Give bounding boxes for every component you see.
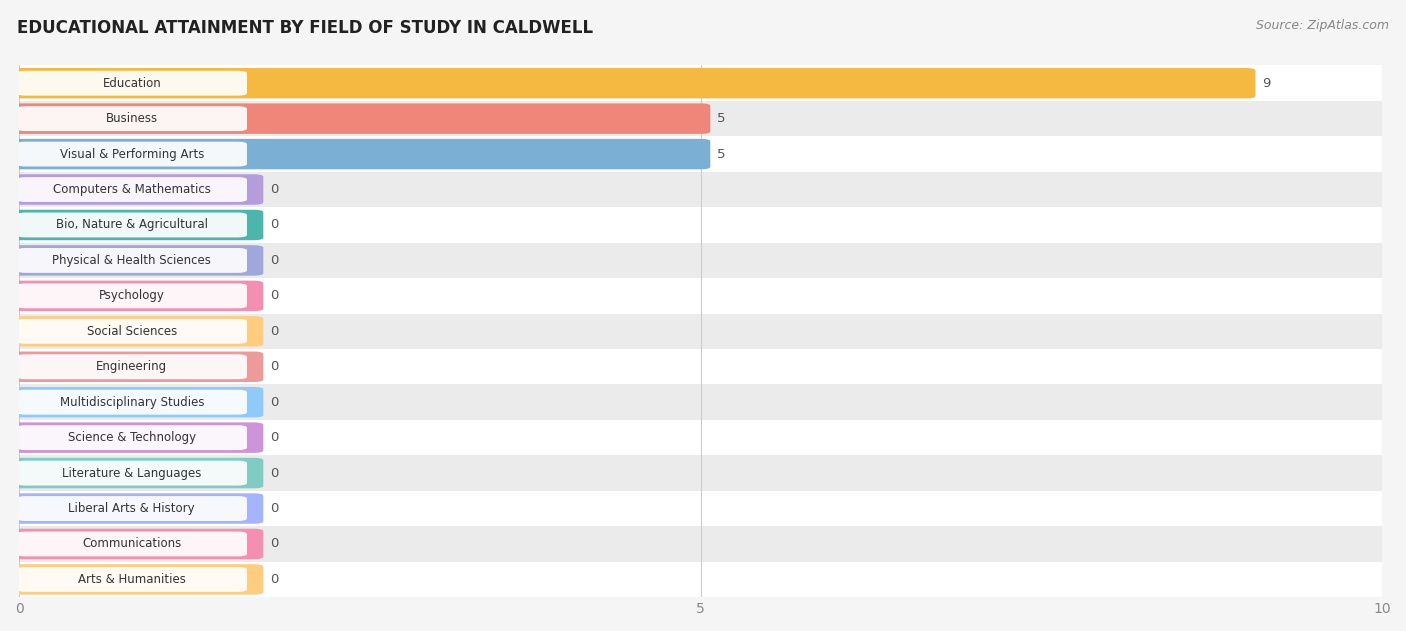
FancyBboxPatch shape (10, 209, 263, 240)
Text: Education: Education (103, 77, 162, 90)
Text: EDUCATIONAL ATTAINMENT BY FIELD OF STUDY IN CALDWELL: EDUCATIONAL ATTAINMENT BY FIELD OF STUDY… (17, 19, 593, 37)
Text: Liberal Arts & History: Liberal Arts & History (69, 502, 195, 515)
Text: 0: 0 (270, 573, 278, 586)
Bar (20, 278, 1382, 314)
Bar (20, 101, 1382, 136)
FancyBboxPatch shape (17, 496, 247, 521)
Text: 0: 0 (270, 538, 278, 550)
Bar (20, 526, 1382, 562)
Bar (20, 420, 1382, 456)
Text: Communications: Communications (82, 538, 181, 550)
Text: Engineering: Engineering (96, 360, 167, 374)
Text: 0: 0 (270, 431, 278, 444)
FancyBboxPatch shape (10, 422, 263, 453)
Text: Science & Technology: Science & Technology (67, 431, 195, 444)
Bar (20, 456, 1382, 491)
Text: 5: 5 (717, 148, 725, 161)
Bar (20, 314, 1382, 349)
Bar (20, 66, 1382, 101)
FancyBboxPatch shape (10, 281, 263, 311)
Bar (20, 562, 1382, 597)
FancyBboxPatch shape (17, 355, 247, 379)
Text: Business: Business (105, 112, 157, 125)
Text: 9: 9 (1263, 77, 1271, 90)
FancyBboxPatch shape (10, 529, 263, 559)
FancyBboxPatch shape (17, 319, 247, 344)
FancyBboxPatch shape (10, 245, 263, 276)
Text: Literature & Languages: Literature & Languages (62, 466, 201, 480)
FancyBboxPatch shape (17, 283, 247, 309)
FancyBboxPatch shape (10, 351, 263, 382)
Text: Arts & Humanities: Arts & Humanities (77, 573, 186, 586)
Text: 0: 0 (270, 290, 278, 302)
FancyBboxPatch shape (17, 461, 247, 485)
Text: Computers & Mathematics: Computers & Mathematics (53, 183, 211, 196)
FancyBboxPatch shape (10, 174, 263, 205)
Text: Psychology: Psychology (98, 290, 165, 302)
FancyBboxPatch shape (17, 71, 247, 96)
Text: 0: 0 (270, 466, 278, 480)
Text: 0: 0 (270, 218, 278, 232)
Text: Visual & Performing Arts: Visual & Performing Arts (59, 148, 204, 161)
FancyBboxPatch shape (10, 139, 710, 169)
Text: Physical & Health Sciences: Physical & Health Sciences (52, 254, 211, 267)
FancyBboxPatch shape (17, 390, 247, 415)
FancyBboxPatch shape (17, 177, 247, 202)
FancyBboxPatch shape (10, 316, 263, 346)
Text: Source: ZipAtlas.com: Source: ZipAtlas.com (1256, 19, 1389, 32)
FancyBboxPatch shape (17, 106, 247, 131)
FancyBboxPatch shape (17, 248, 247, 273)
Bar (20, 349, 1382, 384)
FancyBboxPatch shape (17, 141, 247, 167)
Bar (20, 172, 1382, 207)
FancyBboxPatch shape (10, 103, 710, 134)
Text: 0: 0 (270, 183, 278, 196)
FancyBboxPatch shape (10, 458, 263, 488)
Bar (20, 136, 1382, 172)
FancyBboxPatch shape (10, 493, 263, 524)
FancyBboxPatch shape (17, 567, 247, 592)
FancyBboxPatch shape (10, 68, 1256, 98)
FancyBboxPatch shape (17, 425, 247, 450)
Text: 0: 0 (270, 396, 278, 409)
FancyBboxPatch shape (10, 564, 263, 594)
Text: Bio, Nature & Agricultural: Bio, Nature & Agricultural (56, 218, 208, 232)
Text: 0: 0 (270, 360, 278, 374)
Text: 0: 0 (270, 254, 278, 267)
FancyBboxPatch shape (17, 531, 247, 557)
Text: 0: 0 (270, 502, 278, 515)
Text: Social Sciences: Social Sciences (87, 325, 177, 338)
FancyBboxPatch shape (17, 213, 247, 237)
Bar (20, 491, 1382, 526)
FancyBboxPatch shape (10, 387, 263, 418)
Bar (20, 243, 1382, 278)
Text: 0: 0 (270, 325, 278, 338)
Text: Multidisciplinary Studies: Multidisciplinary Studies (59, 396, 204, 409)
Text: 5: 5 (717, 112, 725, 125)
Bar (20, 384, 1382, 420)
Bar (20, 207, 1382, 243)
